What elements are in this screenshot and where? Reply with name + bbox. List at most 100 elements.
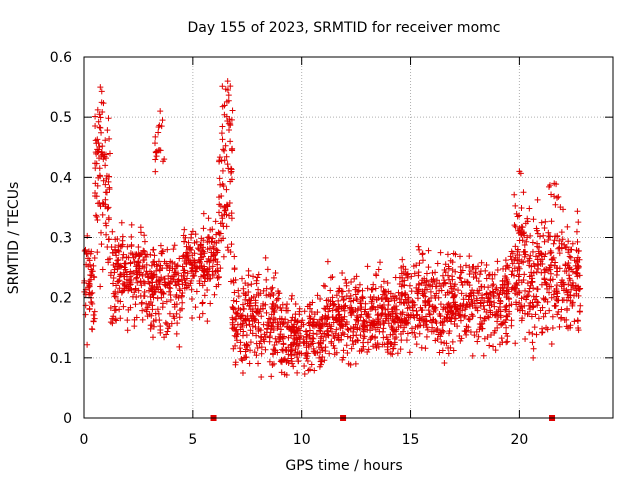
data-point: [506, 310, 513, 317]
data-point: [272, 347, 279, 354]
data-point: [511, 257, 518, 264]
data-point: [97, 173, 104, 180]
data-point: [173, 330, 180, 337]
data-point: [370, 343, 377, 350]
data-point: [240, 305, 247, 312]
data-point: [335, 332, 342, 339]
data-point: [278, 326, 285, 333]
data-point: [98, 88, 105, 95]
data-point: [103, 231, 110, 238]
data-point: [141, 248, 148, 255]
data-point: [116, 306, 123, 313]
data-point: [165, 325, 172, 332]
data-point: [97, 124, 104, 131]
data-point: [280, 341, 287, 348]
data-point: [263, 292, 270, 299]
data-point: [542, 218, 549, 225]
data-point: [141, 288, 148, 295]
data-point: [415, 280, 422, 287]
data-point: [314, 292, 321, 299]
data-point: [194, 264, 201, 271]
data-point: [449, 267, 456, 274]
data-point: [556, 237, 563, 244]
data-point: [226, 126, 233, 133]
data-point: [128, 243, 135, 250]
data-point: [516, 299, 523, 306]
data-point: [564, 305, 571, 312]
data-point: [494, 258, 501, 265]
data-point: [252, 323, 259, 330]
data-point: [325, 296, 332, 303]
data-point: [324, 258, 331, 265]
data-point: [408, 312, 415, 319]
data-point: [483, 290, 490, 297]
data-point: [105, 178, 112, 185]
data-point: [389, 345, 396, 352]
data-point: [417, 304, 424, 311]
data-point: [94, 106, 101, 113]
data-point: [443, 340, 450, 347]
data-point: [450, 250, 457, 257]
data-point: [237, 306, 244, 313]
data-point: [480, 352, 487, 359]
data-point: [560, 279, 567, 286]
data-point: [329, 274, 336, 281]
data-point: [449, 338, 456, 345]
data-point: [132, 301, 139, 308]
data-point: [147, 299, 154, 306]
data-point: [470, 274, 477, 281]
data-point: [399, 291, 406, 298]
data-point: [182, 253, 189, 260]
data-point: [258, 344, 265, 351]
data-point: [346, 305, 353, 312]
data-point: [106, 150, 113, 157]
data-point: [418, 344, 425, 351]
data-point: [179, 277, 186, 284]
data-point: [92, 212, 99, 219]
data-point: [461, 313, 468, 320]
data-point: [289, 360, 296, 367]
data-point: [340, 354, 347, 361]
data-point: [408, 288, 415, 295]
data-point: [543, 324, 550, 331]
y-tick-label: 0.3: [50, 231, 72, 247]
data-point: [518, 295, 525, 302]
data-point: [189, 267, 196, 274]
data-point: [446, 276, 453, 283]
data-point: [139, 307, 146, 314]
data-point: [540, 232, 547, 239]
data-point: [471, 332, 478, 339]
data-point: [442, 269, 449, 276]
data-point: [459, 282, 466, 289]
data-point: [519, 224, 526, 231]
data-point: [554, 290, 561, 297]
data-point: [99, 151, 106, 158]
data-point: [138, 282, 145, 289]
data-point: [530, 303, 537, 310]
data-point: [568, 286, 575, 293]
data-point: [306, 322, 313, 329]
data-point: [330, 342, 337, 349]
data-point: [403, 337, 410, 344]
data-point: [96, 200, 103, 207]
data-point: [97, 114, 104, 121]
data-point: [209, 263, 216, 270]
data-point: [492, 347, 499, 354]
data-point: [117, 315, 124, 322]
data-point: [183, 261, 190, 268]
data-point: [565, 238, 572, 245]
data-point: [246, 296, 253, 303]
data-point: [514, 213, 521, 220]
data-point: [311, 311, 318, 318]
data-point: [541, 296, 548, 303]
y-tick-label: 0.5: [50, 110, 72, 126]
data-point: [330, 333, 337, 340]
data-point: [255, 360, 262, 367]
data-point: [321, 305, 328, 312]
data-point: [491, 299, 498, 306]
data-point: [270, 274, 277, 281]
data-point: [574, 238, 581, 245]
data-point: [499, 289, 506, 296]
data-point: [220, 253, 227, 260]
data-point: [215, 274, 222, 281]
